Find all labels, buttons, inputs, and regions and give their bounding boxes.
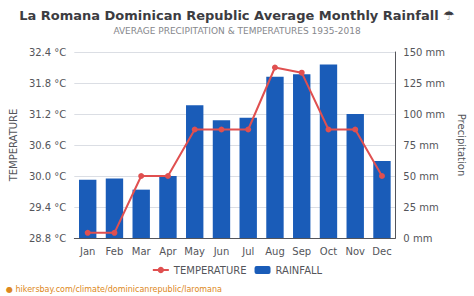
svg-text:30.6 °C: 30.6 °C [29,140,66,151]
svg-text:Apr: Apr [159,246,177,257]
svg-text:25 mm: 25 mm [403,202,438,213]
svg-text:31.2 °C: 31.2 °C [29,109,66,120]
svg-text:0 mm: 0 mm [403,233,432,244]
svg-text:AVERAGE PRECIPITATION & TEMPER: AVERAGE PRECIPITATION & TEMPERATURES 193… [113,26,361,36]
svg-text:Oct: Oct [320,246,337,257]
svg-text:TEMPERATURE: TEMPERATURE [173,265,247,276]
svg-text:50 mm: 50 mm [403,171,438,182]
svg-text:TEMPERATURE: TEMPERATURE [8,109,19,183]
svg-text:Jun: Jun [213,246,230,257]
svg-text:30.0 °C: 30.0 °C [29,171,66,182]
svg-text:125 mm: 125 mm [403,78,445,89]
svg-text:May: May [184,246,205,257]
svg-text:150 mm: 150 mm [403,47,445,58]
svg-text:Nov: Nov [345,246,365,257]
svg-text:75 mm: 75 mm [403,140,438,151]
svg-text:32.4 °C: 32.4 °C [29,47,66,58]
svg-text:Precipitation: Precipitation [456,114,467,177]
svg-text:Mar: Mar [132,246,152,257]
svg-text:Sep: Sep [292,246,311,257]
svg-text:28.8 °C: 28.8 °C [29,233,66,244]
svg-text:Jan: Jan [79,246,95,257]
svg-text:Aug: Aug [265,246,285,257]
svg-text:Feb: Feb [106,246,124,257]
svg-text:● hikersbay.com/climate/domini: ● hikersbay.com/climate/dominicanrepubli… [6,285,222,294]
svg-text:31.8 °C: 31.8 °C [29,78,66,89]
svg-text:29.4 °C: 29.4 °C [29,202,66,213]
svg-text:La Romana Dominican Republic A: La Romana Dominican Republic Average Mon… [19,8,455,23]
svg-text:100 mm: 100 mm [403,109,445,120]
svg-text:RAINFALL: RAINFALL [276,265,323,276]
svg-text:Dec: Dec [372,246,391,257]
svg-text:Jul: Jul [241,246,254,257]
